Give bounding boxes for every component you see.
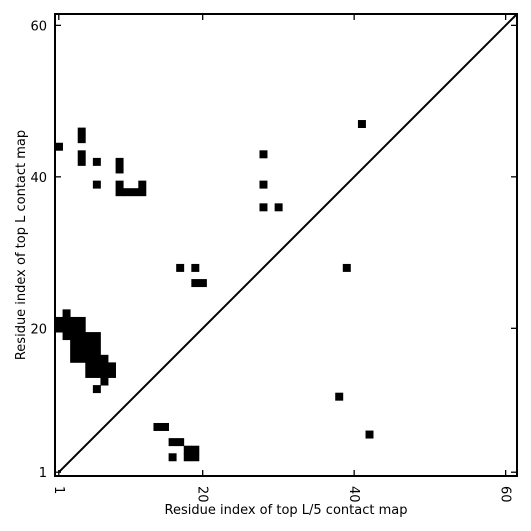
contact-cell-top-l xyxy=(85,347,94,356)
contact-cell-top-l xyxy=(92,332,101,341)
contact-cell-top-l xyxy=(123,188,132,197)
contact-cell-top-l xyxy=(77,150,86,159)
contact-cell-top-l5 xyxy=(168,453,177,462)
contact-cell-top-l xyxy=(62,324,71,333)
contact-cell-top-l xyxy=(357,120,366,129)
contact-cell-top-l xyxy=(259,203,268,212)
contact-cell-top-l xyxy=(92,347,101,356)
contact-cell-top-l xyxy=(342,263,351,272)
contact-cell-top-l5 xyxy=(191,453,200,462)
contact-cell-top-l5 xyxy=(335,392,344,401)
contact-cell-top-l xyxy=(198,279,207,288)
contact-cell-top-l xyxy=(85,332,94,341)
contact-cell-top-l xyxy=(77,332,86,341)
contact-cell-top-l5 xyxy=(176,438,185,447)
contact-cell-top-l xyxy=(70,354,79,363)
contact-cell-top-l xyxy=(92,369,101,378)
x-tick-label: 20 xyxy=(195,486,210,503)
x-axis-label: Residue index of top L/5 contact map xyxy=(165,503,408,518)
contact-cell-top-l xyxy=(77,316,86,325)
contact-cell-top-l xyxy=(85,369,94,378)
contact-cell-top-l5 xyxy=(161,422,170,431)
y-tick-label: 1 xyxy=(39,466,47,481)
contact-cell-top-l xyxy=(92,180,101,189)
contact-cell-top-l5 xyxy=(191,445,200,454)
contact-cell-top-l xyxy=(70,347,79,356)
x-tick-label: 40 xyxy=(346,486,361,503)
y-tick-label: 20 xyxy=(30,322,47,337)
contact-cell-top-l5 xyxy=(153,422,162,431)
contact-cell-top-l xyxy=(100,377,109,386)
y-tick-label: 60 xyxy=(30,19,47,34)
contact-cell-top-l xyxy=(274,203,283,212)
contact-cell-top-l5 xyxy=(168,438,177,447)
contact-cell-top-l xyxy=(85,339,94,348)
contact-cell-top-l xyxy=(92,157,101,166)
contact-cell-top-l xyxy=(138,180,147,189)
contact-cell-top-l xyxy=(115,165,124,174)
contact-cell-top-l xyxy=(85,362,94,371)
contact-cell-top-l xyxy=(77,324,86,333)
contact-cell-top-l xyxy=(92,385,101,394)
x-tick-label: 1 xyxy=(51,486,66,494)
contact-cell-top-l xyxy=(77,135,86,144)
contact-cell-top-l xyxy=(92,362,101,371)
contact-cell-top-l xyxy=(108,362,116,371)
plot-frame xyxy=(54,13,518,477)
contact-cell-top-l xyxy=(100,354,109,363)
contact-cell-top-l xyxy=(191,263,200,272)
contact-cell-top-l xyxy=(92,339,101,348)
contact-cell-top-l xyxy=(62,309,71,318)
contact-cell-top-l xyxy=(55,316,63,325)
contact-cell-top-l xyxy=(259,150,268,159)
diagonal-line xyxy=(58,13,518,473)
contact-cell-top-l xyxy=(115,180,124,189)
contact-cell-top-l xyxy=(130,188,139,197)
contact-cell-top-l xyxy=(77,157,86,166)
contact-cell-top-l xyxy=(100,362,109,371)
contact-cell-top-l xyxy=(70,339,79,348)
contact-cell-top-l xyxy=(176,263,185,272)
contact-cell-top-l xyxy=(85,354,94,363)
contact-cell-top-l xyxy=(115,157,124,166)
contact-cell-top-l xyxy=(70,316,79,325)
contact-cell-top-l xyxy=(77,354,86,363)
contact-cell-top-l5 xyxy=(183,453,192,462)
contact-cell-top-l5 xyxy=(365,430,374,439)
contact-cell-top-l xyxy=(115,188,124,197)
contact-cell-top-l xyxy=(55,142,63,151)
x-tick-label: 60 xyxy=(498,486,513,503)
contact-cells xyxy=(55,120,374,462)
contact-cell-top-l xyxy=(259,180,268,189)
contact-cell-top-l xyxy=(70,332,79,341)
contact-cell-top-l5 xyxy=(183,445,192,454)
contact-cell-top-l xyxy=(191,279,200,288)
contact-cell-top-l xyxy=(77,339,86,348)
contact-cell-top-l xyxy=(138,188,147,197)
contact-cell-top-l xyxy=(77,347,86,356)
contact-cell-top-l xyxy=(108,369,116,378)
contact-cell-top-l xyxy=(100,369,109,378)
y-tick-label: 40 xyxy=(30,171,47,186)
contact-cell-top-l xyxy=(77,127,86,136)
axis-ticks: 1 20 40 60 1 20 40 60 xyxy=(30,14,517,503)
contact-cell-top-l xyxy=(62,316,71,325)
contact-cell-top-l xyxy=(62,332,71,341)
y-axis-label: Residue index of top L contact map xyxy=(14,130,29,360)
contact-cell-top-l xyxy=(92,354,101,363)
contact-cell-top-l xyxy=(70,324,79,333)
